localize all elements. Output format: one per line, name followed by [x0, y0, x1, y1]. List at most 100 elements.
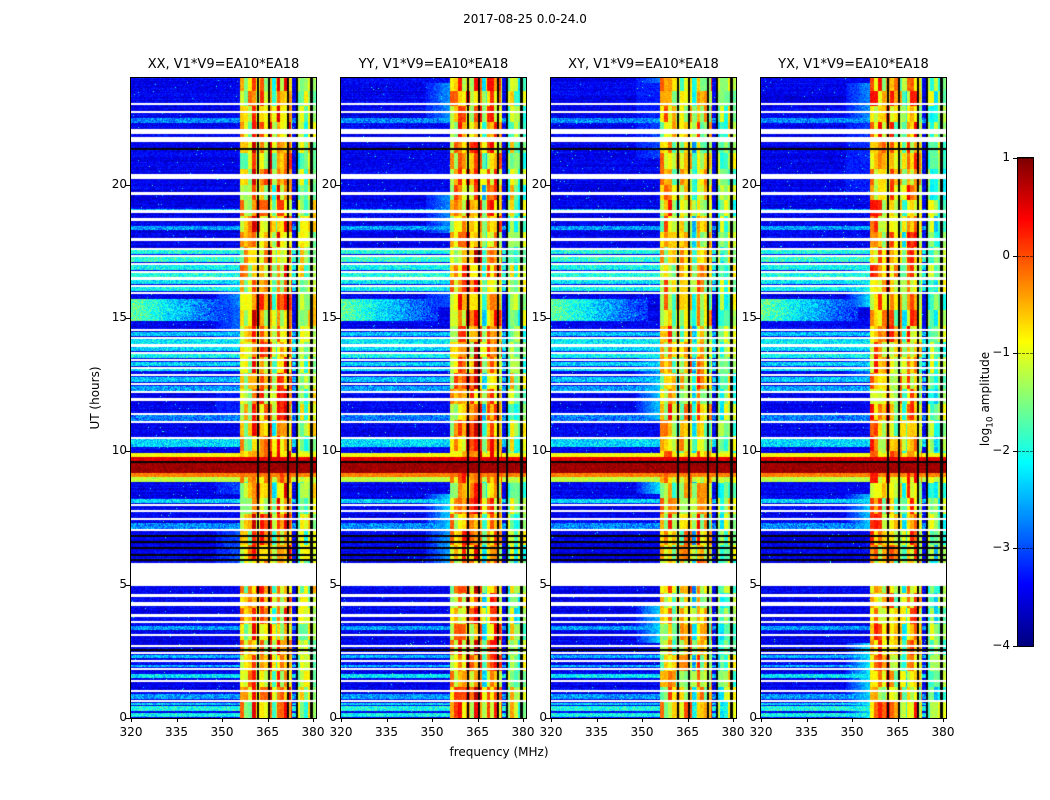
x-tick-label: 320	[329, 725, 353, 739]
panel-title: XX, V1*V9=EA10*EA18	[147, 57, 300, 72]
colorbar-tick-label: −3	[992, 540, 1010, 555]
figure-title: 2017-08-25 0.0-24.0	[463, 12, 587, 26]
spectrogram-canvas	[131, 78, 316, 718]
y-tick-label: 10	[111, 443, 127, 458]
y-tick	[756, 718, 760, 719]
x-tick-label: 335	[585, 725, 608, 739]
y-tick-label: 0	[749, 710, 757, 724]
x-tick	[852, 718, 853, 722]
y-tick-label: 15	[741, 310, 757, 324]
x-tick	[477, 718, 479, 722]
colorbar-tick	[1013, 450, 1017, 452]
colorbar-tick	[1013, 646, 1017, 647]
y-tick	[546, 584, 550, 586]
colorbar-tick	[1013, 158, 1017, 159]
x-tick	[341, 718, 342, 722]
x-tick-label: 365	[466, 725, 489, 739]
x-tick	[761, 718, 762, 722]
spectrogram-panel	[130, 77, 317, 719]
colorbar-label-suffix: amplitude	[978, 351, 992, 417]
y-tick-label: 5	[329, 576, 337, 591]
y-tick-label: 15	[321, 310, 337, 324]
colorbar-label: log10 amplitude	[977, 299, 996, 499]
spectrogram-panel	[340, 77, 527, 719]
x-tick-label: 335	[165, 725, 188, 739]
colorbar-tick-dash	[1018, 255, 1033, 257]
colorbar-label-sub: 10	[985, 416, 996, 428]
spectrogram-canvas	[551, 78, 736, 718]
x-tick-label: 350	[420, 725, 444, 739]
x-tick	[642, 718, 643, 722]
y-tick	[546, 318, 550, 319]
colorbar	[1017, 157, 1034, 647]
y-tick-label: 15	[111, 310, 127, 324]
x-tick	[687, 718, 689, 722]
y-tick	[546, 718, 550, 719]
x-tick-label: 365	[256, 725, 279, 739]
y-tick	[336, 584, 340, 586]
colorbar-gradient	[1018, 158, 1033, 646]
y-tick	[756, 318, 760, 319]
y-tick	[336, 184, 340, 186]
y-tick-label: 5	[749, 576, 757, 591]
x-tick-label: 365	[676, 725, 699, 739]
y-tick-label: 10	[321, 443, 337, 458]
x-tick-label: 320	[539, 725, 563, 739]
y-tick-label: 10	[741, 443, 757, 458]
x-tick	[267, 718, 269, 722]
colorbar-tick-dash	[1018, 548, 1033, 550]
y-tick	[546, 184, 550, 186]
colorbar-tick-label: 0	[1002, 247, 1010, 262]
x-tick-label: 380	[721, 725, 745, 739]
y-tick-label: 0	[329, 710, 337, 724]
colorbar-tick-dash	[1018, 646, 1033, 647]
x-tick-label: 335	[375, 725, 398, 739]
y-tick	[756, 584, 760, 586]
colorbar-tick	[1013, 255, 1017, 257]
x-axis-label: frequency (MHz)	[449, 745, 549, 759]
y-tick	[336, 718, 340, 719]
x-tick-label: 350	[840, 725, 864, 739]
colorbar-tick-dash	[1018, 450, 1033, 452]
x-tick	[806, 718, 808, 722]
x-tick	[733, 718, 734, 722]
x-tick	[131, 718, 132, 722]
colorbar-tick-label: −2	[992, 442, 1010, 457]
colorbar-tick	[1013, 353, 1017, 355]
x-tick	[386, 718, 388, 722]
panel-title: YX, V1*V9=EA10*EA18	[778, 57, 929, 72]
y-tick	[756, 451, 760, 453]
x-tick-label: 380	[931, 725, 955, 739]
spectrogram-panel	[760, 77, 947, 719]
x-tick	[432, 718, 433, 722]
y-tick-label: 20	[531, 176, 547, 191]
y-tick	[126, 318, 130, 319]
y-axis-label: UT (hours)	[88, 366, 102, 430]
y-tick	[126, 584, 130, 586]
y-tick	[756, 184, 760, 186]
x-tick-label: 350	[210, 725, 234, 739]
x-tick	[523, 718, 524, 722]
y-tick	[126, 718, 130, 719]
y-tick-label: 20	[741, 176, 757, 191]
spectrogram-canvas	[341, 78, 526, 718]
spectrogram-panel	[550, 77, 737, 719]
panel-title: XY, V1*V9=EA10*EA18	[568, 57, 719, 72]
spectrogram-canvas	[761, 78, 946, 718]
x-tick-label: 320	[119, 725, 143, 739]
y-tick-label: 20	[111, 176, 127, 191]
colorbar-tick-label: −1	[992, 345, 1010, 360]
x-tick	[222, 718, 223, 722]
x-tick	[943, 718, 944, 722]
y-tick-label: 5	[119, 576, 127, 591]
y-tick-label: 20	[321, 176, 337, 191]
y-tick	[336, 451, 340, 453]
y-tick-label: 0	[539, 710, 547, 724]
x-tick	[313, 718, 314, 722]
panel-title: YY, V1*V9=EA10*EA18	[358, 57, 509, 72]
x-tick-label: 350	[630, 725, 654, 739]
x-tick	[551, 718, 552, 722]
x-tick-label: 380	[511, 725, 535, 739]
colorbar-tick-dash	[1018, 353, 1033, 355]
